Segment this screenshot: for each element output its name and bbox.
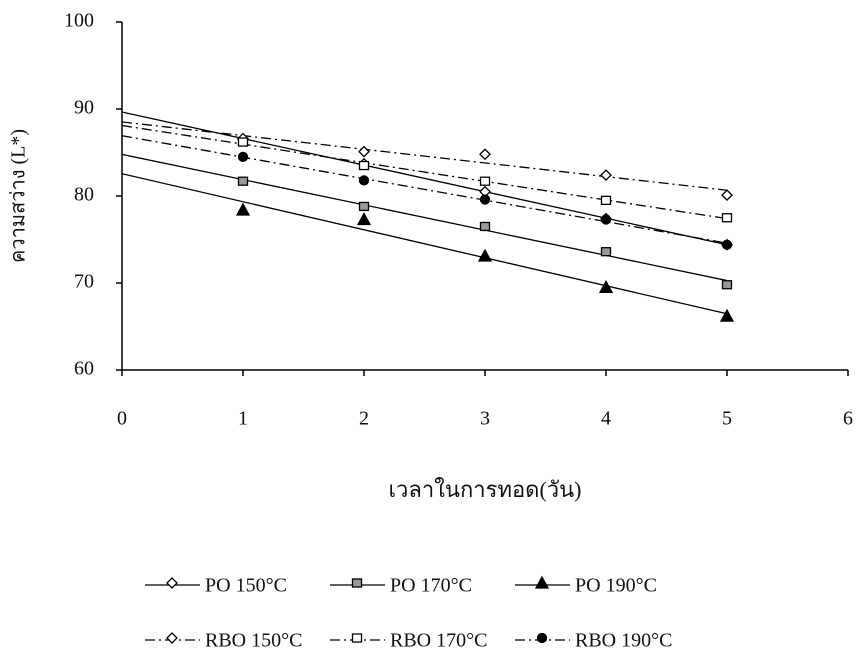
trend-line [121,173,728,315]
marker [358,175,370,186]
x-tick-label: 4 [601,408,611,430]
x-tick-label: 1 [238,408,248,430]
marker [237,151,249,163]
marker [721,189,733,202]
legend-marker [536,632,548,644]
legend-label: PO 170°C [390,575,472,597]
marker [721,213,733,223]
trend-line [121,121,728,191]
marker [479,176,491,186]
marker [356,212,372,226]
legend-marker [351,578,363,588]
marker [600,169,612,182]
y-tick-label: 60 [74,358,94,380]
x-tick-label: 5 [722,408,732,430]
marker [358,201,370,212]
marker [358,160,370,171]
marker [237,176,249,186]
marker [600,195,612,206]
y-tick-label: 70 [74,271,94,293]
y-tick-label: 90 [74,97,94,119]
y-tick-label: 80 [74,184,94,206]
marker [479,148,491,161]
legend-label: RBO 150°C [205,630,302,652]
marker [721,280,733,290]
marker [235,202,251,216]
x-tick-label: 2 [359,408,369,430]
legend-label: RBO 170°C [390,630,487,652]
marker [721,239,733,250]
legend-marker [166,577,178,589]
legend-marker [534,575,550,589]
marker [237,137,249,147]
marker [479,221,491,232]
legend-label: PO 150°C [205,575,287,597]
marker [598,279,614,294]
marker [358,145,370,158]
trend-line [121,124,728,220]
x-axis-label: เวลาในการทอด(วัน) [388,477,581,502]
x-tick-label: 0 [117,408,127,430]
marker [479,194,491,205]
legend-label: PO 190°C [575,575,657,597]
trend-line [121,111,728,246]
marker [600,247,612,257]
legend-marker [166,632,178,644]
marker [477,248,493,262]
legend-marker [351,633,363,643]
y-axis-label: ความสว่าง (L*) [8,129,30,263]
trend-line [121,153,728,282]
y-tick-label: 100 [64,10,94,32]
x-tick-label: 3 [480,408,490,430]
legend-label: RBO 190°C [575,630,672,652]
marker [719,308,735,322]
trend-line [121,135,728,244]
marker [600,214,612,225]
x-tick-label: 6 [843,408,853,430]
